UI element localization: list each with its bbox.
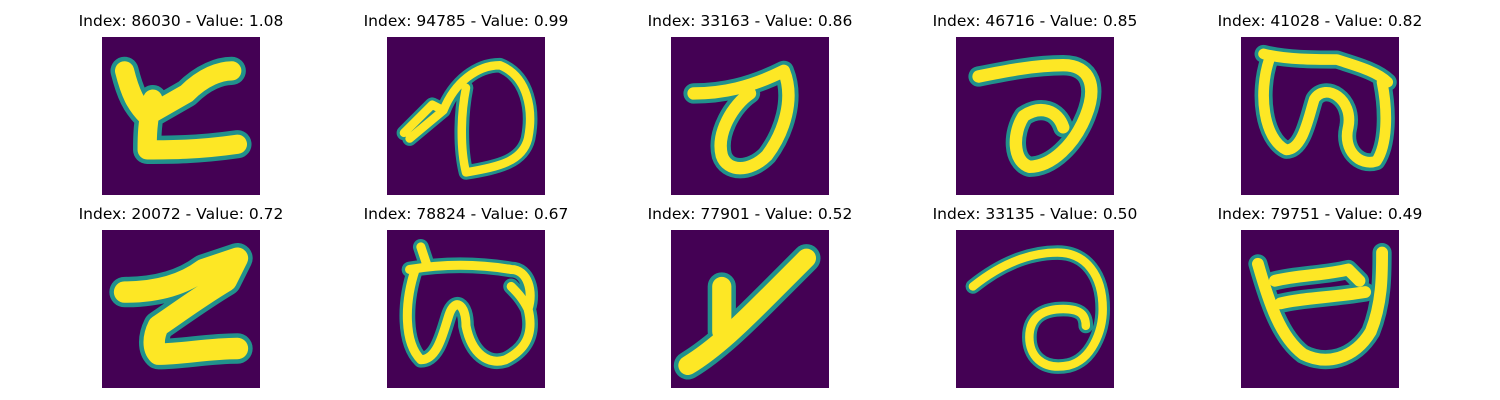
panel-title: Index: 77901 - Value: 0.52 [647,205,853,223]
panel-title: Index: 41028 - Value: 0.82 [1217,12,1423,30]
character-image [671,230,829,388]
panel-title: Index: 78824 - Value: 0.67 [363,205,569,223]
character-image [387,37,545,195]
panel-title: Index: 33135 - Value: 0.50 [932,205,1138,223]
character-image [387,230,545,388]
character-image [956,37,1114,195]
panel-title: Index: 79751 - Value: 0.49 [1217,205,1423,223]
panel-title: Index: 94785 - Value: 0.99 [363,12,569,30]
panel-title: Index: 33163 - Value: 0.86 [647,12,853,30]
panel-title: Index: 46716 - Value: 0.85 [932,12,1138,30]
panel-title: Index: 86030 - Value: 1.08 [78,12,284,30]
character-image [956,230,1114,388]
character-image [102,37,260,195]
character-image [671,37,829,195]
character-image [1241,37,1399,195]
character-image [102,230,260,388]
character-image [1241,230,1399,388]
panel-title: Index: 20072 - Value: 0.72 [78,205,284,223]
